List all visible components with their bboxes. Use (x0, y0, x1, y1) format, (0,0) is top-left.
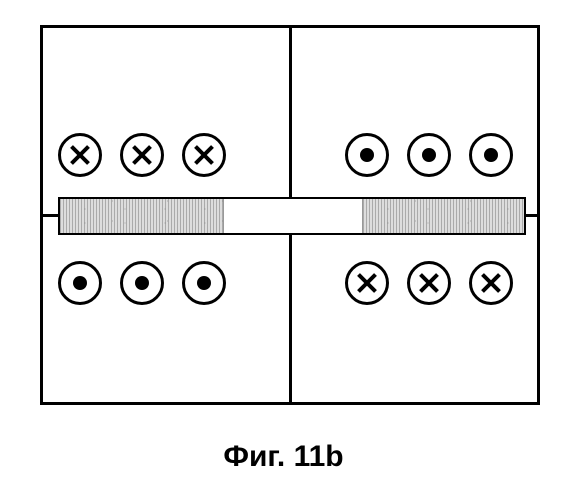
center-dot (360, 148, 374, 162)
symbol-row-bottom-right (345, 261, 513, 305)
into-page-symbol (469, 261, 513, 305)
figure-caption: Фиг. 11b (0, 440, 567, 474)
out-of-page-symbol (407, 133, 451, 177)
bar-segment-left-shaded (60, 199, 224, 233)
into-page-symbol (58, 133, 102, 177)
center-dot (484, 148, 498, 162)
figure-diagram (40, 25, 540, 405)
symbol-row-top-right (345, 133, 513, 177)
center-dot (73, 276, 87, 290)
symbol-row-bottom-left (58, 261, 226, 305)
bar-segment-middle-blank (224, 199, 362, 233)
bar-speckle (60, 199, 223, 233)
out-of-page-symbol (182, 261, 226, 305)
into-page-symbol (345, 261, 389, 305)
center-dot (197, 276, 211, 290)
center-dot (422, 148, 436, 162)
bar-speckle (363, 199, 524, 233)
center-dot (135, 276, 149, 290)
into-page-symbol (407, 261, 451, 305)
out-of-page-symbol (345, 133, 389, 177)
bar-segment-right-shaded (362, 199, 524, 233)
out-of-page-symbol (469, 133, 513, 177)
central-bar (58, 197, 526, 235)
into-page-symbol (120, 133, 164, 177)
symbol-row-top-left (58, 133, 226, 177)
out-of-page-symbol (120, 261, 164, 305)
out-of-page-symbol (58, 261, 102, 305)
into-page-symbol (182, 133, 226, 177)
